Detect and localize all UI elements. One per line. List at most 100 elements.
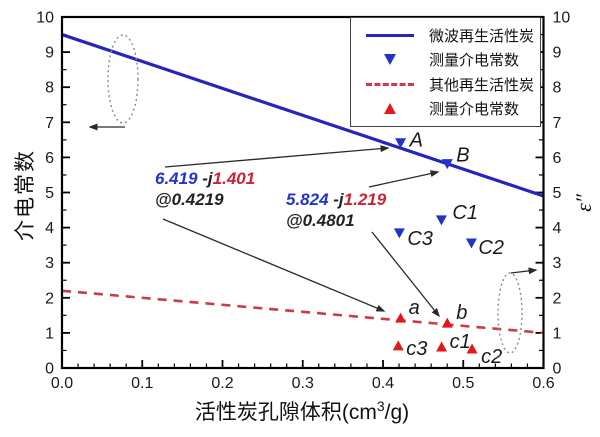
legend-swatch-triangle-up	[351, 103, 429, 115]
point-label-c2: c2	[481, 346, 502, 368]
point-label-C1: C1	[452, 202, 478, 224]
annotation-line: 5.824 -j1.219	[286, 189, 386, 210]
data-point-c1	[436, 341, 448, 352]
x-tick-label: 0.3	[292, 375, 314, 392]
x-tick-label: 0.0	[51, 375, 73, 392]
y-left-tick-label: 6	[45, 150, 54, 167]
x-axis-title-part: /g)	[384, 401, 410, 424]
x-axis-title-part: 3	[376, 398, 385, 414]
data-point-a	[395, 312, 407, 323]
data-point-C2	[465, 238, 477, 249]
y-left-tick-label: 2	[45, 290, 54, 307]
y-right-tick-label: 4	[553, 220, 562, 237]
x-axis-title: 活性炭孔隙体积(cm3/g)	[195, 396, 409, 426]
solid-line-swatch	[366, 33, 414, 37]
annotation-line: @0.4219	[155, 189, 255, 210]
legend-entry-2: 其他再生活性炭	[351, 72, 540, 96]
dashed-line-swatch	[366, 82, 414, 86]
data-point-c3	[392, 340, 404, 351]
x-tick-label: 0.2	[211, 375, 233, 392]
triangle-up-icon	[384, 103, 396, 115]
legend-entry-3: 测量介电常数	[351, 97, 540, 121]
annotation-text-part: 6.419	[155, 169, 198, 188]
annotation-text-part: 1.219	[343, 190, 387, 209]
y-right-tick-label: 1	[553, 325, 562, 342]
annotation-value-at-B: 5.824 -j1.219 @0.4801	[286, 189, 386, 231]
x-tick-label: 0.4	[372, 375, 394, 392]
y-left-tick-label: 1	[45, 325, 54, 342]
annotation-text-part: 5.824	[286, 190, 329, 209]
leader-arrow-to-B	[368, 170, 440, 188]
y-left-tick-label: 3	[45, 255, 54, 272]
right-curve-indicator-ellipse	[497, 272, 523, 354]
point-label-C2: C2	[478, 237, 504, 259]
y-left-tick-label: 5	[45, 185, 54, 202]
legend-label-2: 其他再生活性炭	[429, 76, 535, 94]
triangle-down-icon	[384, 54, 396, 66]
data-point-A	[395, 138, 407, 149]
y-right-tick-label: 10	[553, 10, 571, 27]
data-point-B	[441, 159, 453, 170]
y-axis-title-right: ε″	[571, 194, 596, 212]
y-right-tick-label: 6	[553, 150, 562, 167]
y-right-tick-label: 8	[553, 80, 562, 97]
annotation-text-part: -j	[328, 190, 344, 209]
legend-label-1: 测量介电常数	[429, 52, 520, 70]
data-point-C1	[435, 215, 447, 226]
legend-label-3: 测量介电常数	[429, 101, 520, 119]
y-right-tick-label: 3	[553, 255, 562, 272]
annotation-line: @0.4801	[286, 210, 386, 231]
x-tick-label: 0.1	[131, 375, 153, 392]
point-label-B: B	[456, 145, 469, 167]
y-right-tick-label: 2	[553, 290, 562, 307]
annotation-text-part: @0.4801	[286, 211, 355, 230]
y-axis-title-left: 介电常数	[14, 149, 37, 241]
y-left-tick-label: 9	[45, 45, 54, 62]
legend-entry-1: 测量介电常数	[351, 48, 540, 72]
data-point-b	[441, 317, 453, 328]
legend-entry-0: 微波再生活性炭	[351, 23, 540, 47]
point-label-c3: c3	[406, 338, 427, 360]
leader-arrow-to-a	[162, 218, 386, 312]
y-right-tick-label: 9	[553, 45, 562, 62]
annotation-text-part: @0.4219	[155, 190, 224, 209]
series-line-0	[61, 33, 545, 198]
y-right-tick-label: 0	[553, 361, 562, 378]
point-label-a: a	[409, 297, 420, 319]
legend-label-0: 微波再生活性炭	[429, 27, 535, 45]
y-left-tick-label: 0	[45, 361, 54, 378]
right-axis-indicator-arrow	[510, 267, 538, 275]
x-tick-label: 0.5	[452, 375, 474, 392]
legend-swatch-line-solid	[351, 33, 429, 37]
legend-swatch-triangle-down	[351, 54, 429, 66]
point-label-C3: C3	[407, 228, 433, 250]
annotation-text-part: 1.401	[212, 169, 256, 188]
leader-arrow-to-A	[164, 145, 390, 168]
annotation-decorations	[88, 34, 538, 354]
legend-box: 微波再生活性炭 测量介电常数 其他再生活性炭 测量介电常数	[350, 17, 541, 127]
y-right-tick-label: 7	[553, 115, 562, 132]
y-right-tick-label: 5	[553, 185, 562, 202]
left-curve-indicator-ellipse	[107, 34, 139, 124]
annotation-line: 6.419 -j1.401	[155, 168, 255, 189]
point-label-c1: c1	[450, 331, 471, 353]
x-axis-title-part: 活性炭孔隙体积(cm	[194, 401, 377, 424]
annotation-text-part: -j	[197, 169, 213, 188]
leader-arrow-to-b	[371, 231, 440, 318]
y-left-tick-label: 7	[45, 115, 54, 132]
series-line-2	[61, 289, 544, 335]
point-label-b: b	[456, 302, 467, 324]
plot-frame	[60, 15, 545, 370]
data-point-C3	[393, 228, 405, 239]
y-left-tick-label: 4	[45, 220, 54, 237]
annotation-value-at-A: 6.419 -j1.401 @0.4219	[155, 168, 255, 210]
data-point-c2	[466, 343, 478, 354]
y-left-tick-label: 8	[45, 80, 54, 97]
x-tick-label: 0.6	[532, 375, 554, 392]
legend-swatch-line-dashed	[351, 82, 429, 86]
y-left-tick-label: 10	[36, 10, 54, 27]
point-label-A: A	[409, 130, 423, 152]
